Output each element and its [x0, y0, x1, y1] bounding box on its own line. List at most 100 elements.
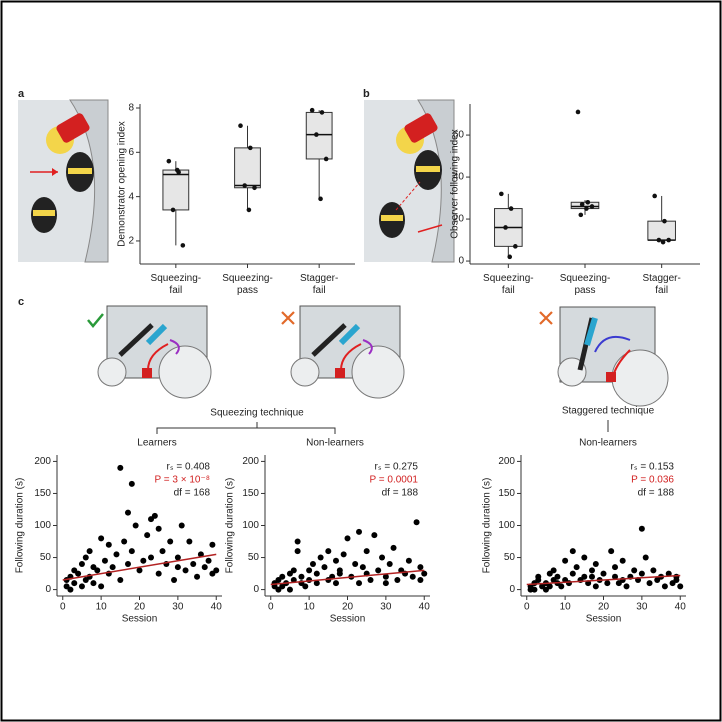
point — [344, 535, 351, 542]
point — [619, 557, 626, 564]
point — [558, 583, 565, 590]
point — [194, 573, 201, 580]
point — [405, 557, 412, 564]
point — [190, 560, 197, 567]
x-tick-label: 10 — [560, 602, 572, 613]
point — [171, 576, 178, 583]
point — [174, 564, 181, 571]
y-tick-label: 150 — [242, 488, 259, 499]
point — [584, 206, 589, 211]
point — [413, 519, 420, 526]
point — [579, 202, 585, 207]
point — [170, 207, 176, 213]
point — [367, 576, 374, 583]
x-tick-label: 0 — [60, 602, 66, 613]
x-tick-label: Stagger-fail — [300, 273, 338, 296]
point — [313, 580, 320, 587]
point — [159, 548, 166, 555]
point — [386, 560, 393, 567]
point — [623, 583, 630, 590]
point — [581, 573, 588, 580]
point — [246, 207, 252, 213]
stat-annotation: P = 0.036 — [631, 475, 674, 486]
point — [336, 570, 343, 577]
x-tick-label: Squeezing-fail — [151, 273, 202, 296]
point — [662, 218, 667, 224]
point — [101, 557, 108, 564]
point — [513, 244, 518, 249]
x-axis-label: Session — [122, 614, 158, 625]
point — [417, 576, 424, 583]
point — [105, 541, 112, 548]
point — [371, 532, 378, 539]
point — [569, 548, 576, 555]
x-tick-label: 30 — [380, 602, 392, 613]
point — [113, 551, 120, 558]
y-tick-label: 20 — [453, 214, 465, 225]
point — [656, 237, 662, 243]
point — [124, 509, 131, 516]
point — [665, 570, 672, 577]
point — [600, 570, 607, 577]
point — [128, 548, 135, 555]
y-tick-label: 8 — [128, 103, 134, 114]
point — [503, 225, 508, 230]
point — [302, 583, 309, 590]
y-tick-label: 150 — [498, 488, 515, 499]
caption: Squeezing technique — [210, 408, 304, 419]
point — [565, 580, 572, 587]
point — [252, 185, 257, 191]
stat-annotation: df = 188 — [382, 488, 419, 499]
x-tick-label: 40 — [419, 602, 431, 613]
point — [98, 535, 105, 542]
point — [82, 554, 89, 561]
y-tick-label: 60 — [453, 130, 465, 141]
point — [155, 570, 162, 577]
trend-line — [62, 553, 217, 581]
point — [642, 554, 649, 561]
y-tick-label: 40 — [453, 172, 465, 183]
point — [314, 132, 319, 137]
point — [578, 212, 584, 218]
point — [213, 567, 220, 574]
x-tick-label: Squeezing-fail — [483, 273, 534, 296]
point — [417, 564, 424, 571]
point — [631, 567, 638, 574]
illustration-c — [87, 305, 669, 407]
point — [546, 583, 553, 590]
y-tick-label: 200 — [34, 456, 51, 467]
illustration-a — [18, 99, 109, 263]
trend-line — [270, 569, 425, 586]
point — [248, 145, 253, 151]
box — [305, 111, 333, 160]
point — [294, 548, 301, 555]
point — [409, 573, 416, 580]
y-tick-label: 0 — [45, 584, 51, 595]
y-axis-label: Following duration (s) — [482, 478, 493, 574]
point — [128, 480, 135, 487]
point — [363, 548, 370, 555]
point — [581, 554, 588, 561]
x-axis-label: Session — [586, 614, 622, 625]
caption: Non-learners — [579, 438, 637, 449]
point — [121, 538, 128, 545]
point — [507, 254, 513, 260]
point — [174, 167, 180, 173]
point — [588, 573, 595, 580]
point — [666, 237, 671, 243]
point — [585, 199, 591, 205]
point — [186, 538, 193, 545]
y-tick-label: 150 — [34, 488, 51, 499]
box — [647, 220, 676, 241]
point — [309, 107, 315, 113]
point — [382, 580, 389, 587]
point — [575, 109, 581, 115]
point — [573, 564, 580, 571]
point — [352, 560, 359, 567]
point — [382, 573, 389, 580]
point — [394, 576, 401, 583]
point — [390, 544, 397, 551]
point — [379, 554, 386, 561]
point — [286, 586, 293, 593]
y-tick-label: 4 — [128, 191, 134, 202]
